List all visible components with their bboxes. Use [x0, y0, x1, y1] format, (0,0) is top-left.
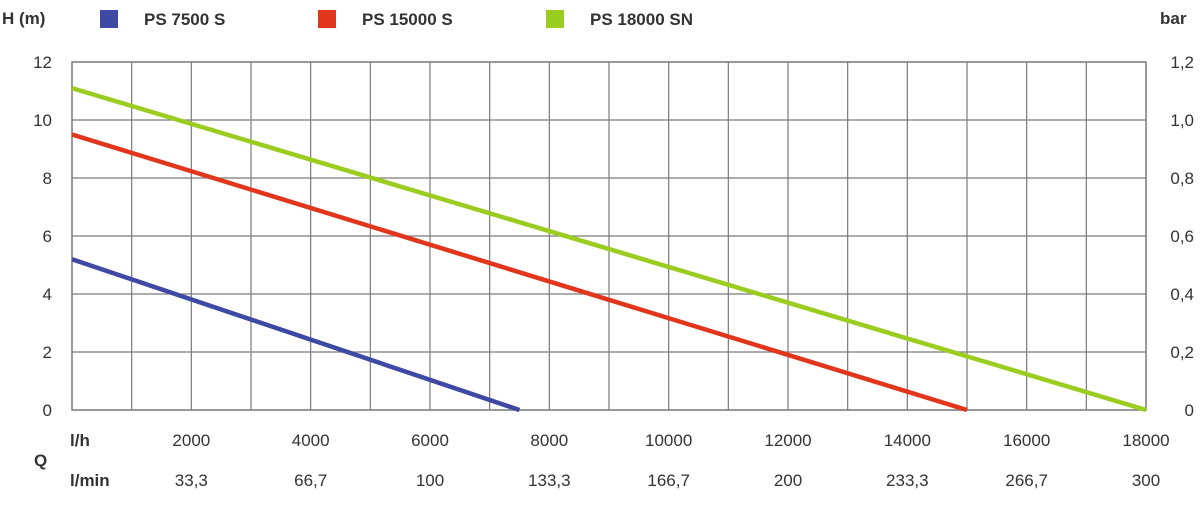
x-tick-label: 4000	[292, 431, 330, 450]
y-right-tick-label: 0,6	[1170, 227, 1194, 246]
y-left-unit-label: H (m)	[2, 9, 45, 28]
x-secondary-tick-label: 266,7	[1005, 471, 1048, 490]
x-tick-label: 10000	[645, 431, 692, 450]
y-right-tick-label: 0,8	[1170, 169, 1194, 188]
y-left-tick-label: 10	[33, 111, 52, 130]
x-primary-unit-label: l/h	[70, 431, 90, 450]
x-secondary-unit-label: l/min	[70, 471, 110, 490]
x-secondary-tick-label: 166,7	[647, 471, 690, 490]
legend-swatch	[318, 10, 336, 28]
x-secondary-tick-label: 300	[1132, 471, 1160, 490]
x-secondary-tick-label: 100	[416, 471, 444, 490]
q-label: Q	[34, 451, 47, 470]
x-secondary-tick-label: 200	[774, 471, 802, 490]
y-right-tick-label: 0,2	[1170, 343, 1194, 362]
legend-label: PS 15000 S	[362, 10, 453, 29]
legend-label: PS 7500 S	[144, 10, 225, 29]
y-left-tick-label: 4	[43, 285, 52, 304]
series-line	[71, 132, 968, 413]
axis-labels: H (m) bar l/h Q l/min	[2, 9, 1187, 490]
x-secondary-tick-label: 133,3	[528, 471, 571, 490]
x-tick-label: 2000	[172, 431, 210, 450]
x-tick-label: 14000	[884, 431, 931, 450]
y-right-tick-label: 1,2	[1170, 53, 1194, 72]
x-secondary-tick-label: 66,7	[294, 471, 327, 490]
x-tick-label: 6000	[411, 431, 449, 450]
x-tick-label: 16000	[1003, 431, 1050, 450]
x-tick-label: 18000	[1122, 431, 1169, 450]
legend-swatch	[100, 10, 118, 28]
series-line	[71, 257, 521, 413]
x-tick-label: 12000	[764, 431, 811, 450]
y-left-tick-label: 0	[43, 401, 52, 420]
legend: PS 7500 S PS 15000 S PS 18000 SN	[100, 10, 693, 29]
legend-label: PS 18000 SN	[590, 10, 693, 29]
x-secondary-tick-label: 233,3	[886, 471, 929, 490]
y-right-tick-label: 0,4	[1170, 285, 1194, 304]
y-left-tick-label: 8	[43, 169, 52, 188]
chart-grid	[71, 61, 1147, 411]
y-left-tick-label: 6	[43, 227, 52, 246]
plot-frame	[71, 61, 1147, 411]
y-left-tick-label: 12	[33, 53, 52, 72]
y-left-tick-label: 2	[43, 343, 52, 362]
series-line	[71, 85, 1147, 413]
x-tick-label: 8000	[530, 431, 568, 450]
legend-swatch	[546, 10, 564, 28]
series-lines	[71, 85, 1147, 413]
y-right-tick-label: 1,0	[1170, 111, 1194, 130]
x-secondary-tick-label: 33,3	[175, 471, 208, 490]
y-right-unit-label: bar	[1160, 9, 1187, 28]
y-right-tick-label: 0	[1185, 401, 1194, 420]
axis-ticks: 0 2 4 6 8 10 12 0 0,2 0,4 0,6 0,8 1,0 1,2 2000 4000 6000…	[33, 53, 1194, 490]
